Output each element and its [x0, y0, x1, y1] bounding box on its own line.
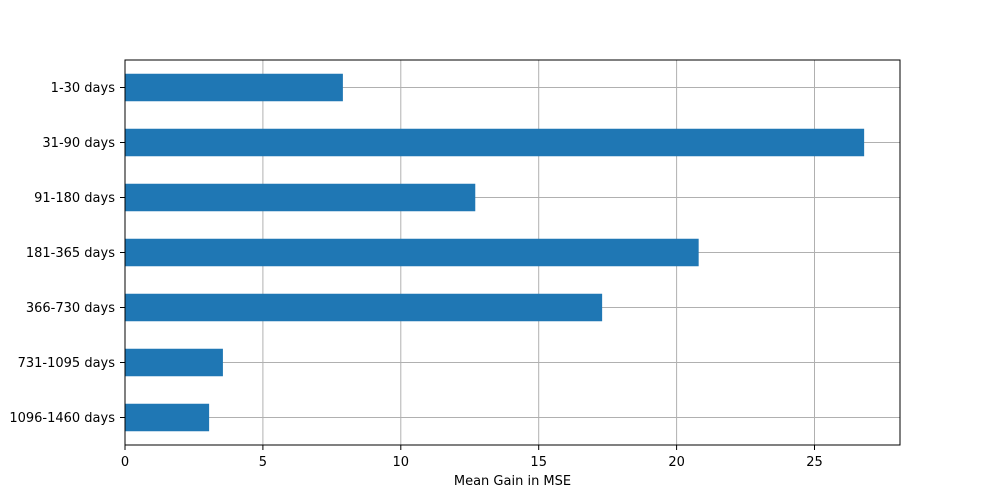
x-axis-ticks: 0 5 10 15 20 25 — [121, 445, 823, 470]
y-tick-label: 1096-1460 days — [9, 411, 115, 426]
y-tick-label: 1-30 days — [51, 81, 116, 96]
bars — [125, 73, 865, 432]
x-tick-label: 0 — [121, 455, 129, 470]
x-tick-label: 25 — [806, 455, 823, 470]
y-tick-label: 91-180 days — [34, 191, 115, 206]
y-axis-ticks: 1-30 days 31-90 days 91-180 days 181-365 da… — [9, 81, 125, 426]
bar-181-365-days — [125, 238, 699, 267]
bar-1096-1460-days — [125, 403, 210, 432]
x-tick-label: 20 — [668, 455, 685, 470]
y-tick-label: 366-730 days — [26, 301, 115, 316]
bar-91-180-days — [125, 183, 476, 212]
y-tick-label: 31-90 days — [42, 136, 115, 151]
y-tick-label: 731-1095 days — [18, 356, 116, 371]
bar-731-1095-days — [125, 348, 223, 377]
x-tick-label: 15 — [530, 455, 547, 470]
bar-31-90-days — [125, 128, 865, 157]
x-tick-label: 10 — [393, 455, 410, 470]
x-axis-label: Mean Gain in MSE — [454, 474, 571, 489]
bar-1-30-days — [125, 73, 343, 102]
bar-366-730-days — [125, 293, 603, 322]
y-tick-label: 181-365 days — [26, 246, 115, 261]
x-tick-label: 5 — [259, 455, 267, 470]
